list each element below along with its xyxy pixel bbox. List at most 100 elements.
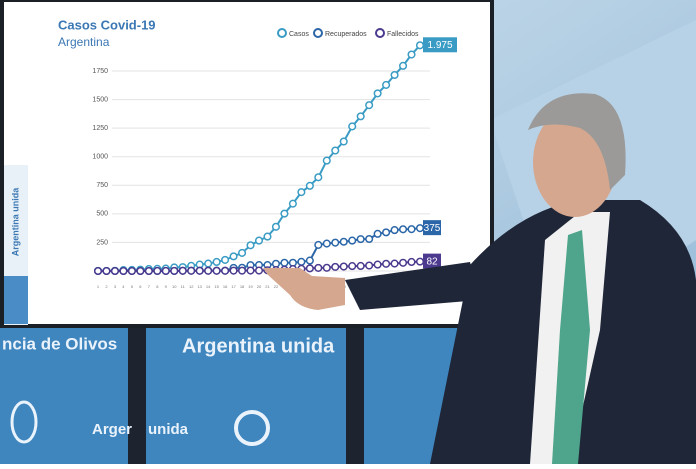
data-point <box>288 199 297 208</box>
data-point <box>297 257 306 266</box>
data-point <box>170 266 179 275</box>
y-tick-label: 1000 <box>92 154 108 161</box>
data-point <box>373 260 382 269</box>
x-tick-label: 4 <box>122 284 125 289</box>
data-point <box>365 234 374 244</box>
x-tick-label: 17 <box>231 284 236 289</box>
data-point <box>229 252 238 261</box>
data-point <box>415 41 425 50</box>
wall-text: ncia de Olivos <box>2 334 117 353</box>
banner <box>0 328 470 464</box>
x-tick-label: 5 <box>131 284 134 289</box>
chart-subtitle: Argentina <box>58 35 110 49</box>
data-point <box>314 263 323 272</box>
stand-post <box>128 328 146 464</box>
data-point <box>246 241 255 250</box>
data-point <box>339 237 348 246</box>
data-point <box>373 229 382 238</box>
wall-text: Argentina unida <box>182 335 335 357</box>
chart-title: Casos Covid-19 <box>58 17 156 32</box>
x-tick-label: 20 <box>257 284 262 289</box>
data-point <box>204 259 213 268</box>
data-point <box>356 261 365 271</box>
x-tick-label: 13 <box>197 284 202 289</box>
x-tick-label: 15 <box>214 284 219 289</box>
legend-label: Casos <box>289 31 309 38</box>
x-tick-label: 18 <box>240 284 245 289</box>
x-tick-label: 3 <box>114 284 117 289</box>
data-point <box>339 262 348 271</box>
legend-marker <box>313 28 323 38</box>
data-point <box>136 266 145 276</box>
end-label-box <box>423 253 441 269</box>
data-point <box>399 225 408 234</box>
data-point <box>305 264 314 273</box>
data-point <box>271 222 280 231</box>
x-tick-label: 2 <box>105 284 108 289</box>
data-point <box>373 89 382 98</box>
data-point <box>348 262 357 271</box>
data-point <box>204 266 213 275</box>
data-point <box>297 188 306 197</box>
data-point <box>399 61 408 70</box>
x-tick-label: 9 <box>165 284 168 289</box>
wall-text: Arger <box>92 421 132 438</box>
data-point <box>399 258 408 267</box>
legend-label: Fallecidos <box>387 31 419 38</box>
data-point <box>314 173 323 182</box>
legend-marker <box>375 28 385 38</box>
data-point <box>382 80 391 89</box>
data-point <box>356 235 365 244</box>
data-point <box>339 137 348 146</box>
y-tick-label: 1250 <box>92 125 108 132</box>
data-label: 82 <box>426 256 438 267</box>
data-point <box>390 70 399 80</box>
data-point <box>144 266 153 276</box>
legend-label: Recuperados <box>325 31 367 38</box>
hand <box>263 268 345 310</box>
y-tick-label: 750 <box>96 182 108 189</box>
data-point <box>187 266 196 275</box>
data-point <box>280 209 289 218</box>
data-point <box>280 258 289 267</box>
wall-text: unida <box>148 421 189 438</box>
data-point <box>415 224 425 233</box>
data-point <box>305 181 314 190</box>
data-point <box>119 266 128 276</box>
x-tick-label: 1 <box>97 284 100 289</box>
data-point <box>331 262 340 271</box>
x-tick-label: 21 <box>265 284 270 289</box>
data-point <box>322 156 331 165</box>
logo <box>234 410 270 446</box>
x-tick-label: 14 <box>206 284 211 289</box>
end-label-box <box>423 220 441 236</box>
data-point <box>246 266 255 275</box>
data-point <box>390 259 399 268</box>
x-tick-label: 16 <box>223 284 228 289</box>
data-point <box>390 226 399 235</box>
data-point <box>212 266 221 275</box>
data-point <box>407 225 416 234</box>
data-point <box>322 263 331 272</box>
data-point <box>161 266 170 275</box>
data-point <box>238 248 247 257</box>
data-point <box>305 256 314 265</box>
legend-marker <box>277 28 287 38</box>
data-point <box>212 257 221 267</box>
y-tick-label: 1500 <box>92 96 108 103</box>
screen-side-text: Argentina unida <box>10 187 20 256</box>
y-tick-label: 1750 <box>92 68 108 75</box>
data-point <box>365 261 374 270</box>
data-point <box>415 257 425 266</box>
data-point <box>93 266 103 276</box>
x-tick-label: 8 <box>156 284 159 289</box>
data-point <box>407 50 416 59</box>
data-point <box>314 240 323 249</box>
arm <box>345 262 480 310</box>
data-point <box>263 232 272 241</box>
hair <box>528 93 626 190</box>
data-point <box>365 101 374 110</box>
data-point <box>178 266 187 275</box>
screen-logo <box>4 276 28 324</box>
data-point <box>229 266 238 275</box>
